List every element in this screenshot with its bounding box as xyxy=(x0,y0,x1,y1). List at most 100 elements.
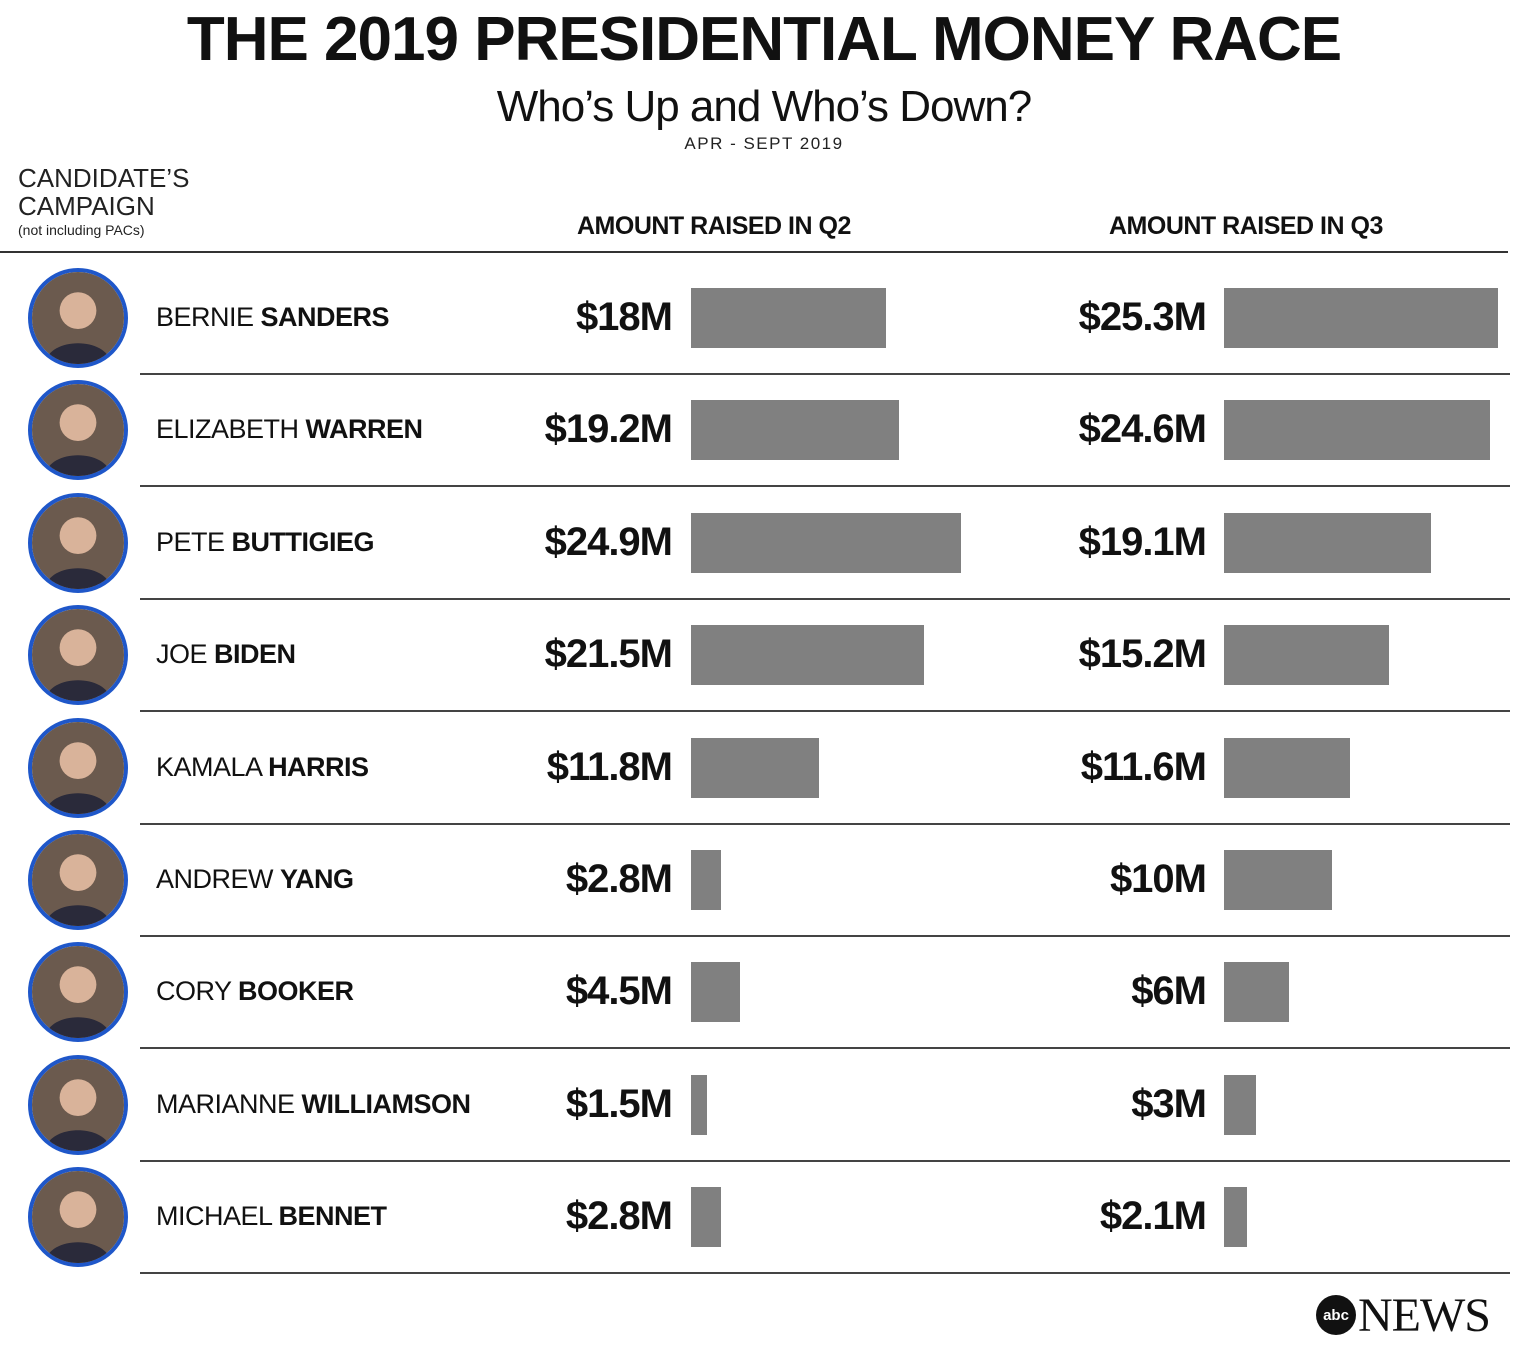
candidate-photo xyxy=(28,605,128,706)
candidate-first-name: BERNIE xyxy=(156,302,261,332)
candidate-name: ELIZABETH WARREN xyxy=(156,414,423,445)
candidate-row: MICHAEL BENNET $2.8M $2.1M xyxy=(0,1161,1528,1275)
candidate-header-line2: CAMPAIGN xyxy=(18,191,155,221)
row-divider xyxy=(140,597,1510,600)
candidate-header-note: (not including PACs) xyxy=(18,222,145,238)
q3-bar xyxy=(1224,1074,1257,1135)
row-divider xyxy=(140,935,1510,937)
candidate-first-name: MICHAEL xyxy=(156,1201,279,1232)
row-divider xyxy=(140,485,1510,488)
q2-value-label: $2.8M xyxy=(565,1194,673,1239)
candidate-first-name: ANDREW xyxy=(156,864,280,894)
q2-value-label: $1.5M xyxy=(565,1081,673,1126)
date-range: APR - SEPT 2019 xyxy=(684,134,844,153)
candidate-first-name: KAMALA xyxy=(156,751,269,782)
q2-value-label: $19.2M xyxy=(544,407,673,452)
candidate-last-name: BOOKER xyxy=(238,976,354,1007)
candidate-row: PETE BUTTIGIEG $24.9M $19.1M xyxy=(0,487,1528,600)
q3-value-label: $24.6M xyxy=(1078,407,1207,452)
q3-value-label: $2.1M xyxy=(1099,1194,1207,1239)
q2-bar xyxy=(691,1074,708,1135)
candidate-photo xyxy=(28,268,128,368)
candidate-row: BERNIE SANDERS $18M $25.3M xyxy=(0,262,1528,375)
portrait-icon xyxy=(32,384,124,477)
q2-bar xyxy=(691,512,961,573)
candidate-name: KAMALA HARRIS xyxy=(156,752,369,783)
candidate-photo xyxy=(28,942,128,1043)
candidate-last-name: WARREN xyxy=(305,414,424,445)
news-wordmark: NEWS xyxy=(1358,1288,1491,1342)
candidate-name: MICHAEL BENNET xyxy=(156,1201,387,1232)
candidate-first-name: MARIANNE xyxy=(156,1088,302,1119)
candidate-name: BERNIE SANDERS xyxy=(156,302,390,333)
q2-value-label: $24.9M xyxy=(544,519,673,564)
row-divider xyxy=(140,822,1510,825)
q3-bar xyxy=(1224,1187,1247,1248)
candidate-name: MARIANNE WILLIAMSON xyxy=(156,1089,471,1120)
q3-bar xyxy=(1224,512,1431,573)
portrait-icon xyxy=(32,946,124,1039)
candidate-column-header: CANDIDATE’S CAMPAIGN (not including PACs… xyxy=(18,164,189,240)
candidate-last-name: BUTTIGIEG xyxy=(231,526,375,557)
q3-value-label: $15.2M xyxy=(1078,632,1207,677)
candidate-first-name: CORY xyxy=(156,976,239,1007)
q3-bar xyxy=(1224,850,1333,910)
candidate-row: CORY BOOKER $4.5M $6M xyxy=(0,936,1528,1050)
chart-subtitle: Who’s Up and Who’s Down? xyxy=(496,82,1032,131)
candidate-last-name: SANDERS xyxy=(260,302,390,332)
row-divider xyxy=(140,1047,1510,1050)
candidate-last-name: YANG xyxy=(280,864,354,894)
candidate-photo xyxy=(28,830,128,930)
candidate-row: ANDREW YANG $2.8M $10M xyxy=(0,824,1528,937)
header-rule xyxy=(0,251,1508,253)
q3-column-header: AMOUNT RAISED IN Q3 xyxy=(1109,212,1383,240)
q2-bar xyxy=(691,850,722,910)
candidate-last-name: WILLIAMSON xyxy=(301,1088,471,1119)
q2-column-header: AMOUNT RAISED IN Q2 xyxy=(577,212,851,240)
candidate-header-line1: CANDIDATE’S xyxy=(18,163,190,193)
q2-value-label: $2.8M xyxy=(565,857,673,901)
q2-bar xyxy=(691,400,899,461)
portrait-icon xyxy=(32,1171,124,1264)
candidate-first-name: PETE xyxy=(156,526,232,557)
portrait-icon xyxy=(32,1058,124,1151)
q3-bar xyxy=(1224,288,1498,348)
q3-value-label: $11.6M xyxy=(1080,744,1207,789)
abc-news-logo: abc NEWS xyxy=(1316,1288,1491,1342)
candidate-photo xyxy=(28,492,128,593)
candidate-photo xyxy=(28,1054,128,1155)
candidate-last-name: HARRIS xyxy=(268,751,369,782)
q2-value-label: $21.5M xyxy=(544,632,673,677)
candidate-last-name: BENNET xyxy=(278,1201,388,1232)
candidate-name: PETE BUTTIGIEG xyxy=(156,526,375,558)
candidate-row: KAMALA HARRIS $11.8M $11.6M xyxy=(0,712,1528,825)
q3-bar xyxy=(1224,400,1491,461)
candidate-name: JOE BIDEN xyxy=(156,639,296,670)
row-divider xyxy=(140,1159,1510,1162)
q3-bar xyxy=(1224,962,1289,1023)
q2-bar xyxy=(691,288,886,348)
q2-value-label: $4.5M xyxy=(565,969,673,1014)
candidate-row: JOE BIDEN $21.5M $15.2M xyxy=(0,599,1528,713)
portrait-icon xyxy=(32,609,124,702)
q3-value-label: $6M xyxy=(1131,969,1207,1014)
portrait-icon xyxy=(32,721,124,814)
abc-badge: abc xyxy=(1316,1295,1356,1335)
row-divider xyxy=(140,1272,1510,1275)
q3-bar xyxy=(1224,737,1350,798)
candidate-name: CORY BOOKER xyxy=(156,976,354,1007)
row-divider xyxy=(140,710,1510,713)
q3-value-label: $25.3M xyxy=(1078,295,1207,339)
candidate-first-name: ELIZABETH xyxy=(156,414,306,445)
q3-value-label: $3M xyxy=(1131,1081,1207,1126)
candidate-photo xyxy=(28,717,128,818)
chart-title: THE 2019 PRESIDENTIAL MONEY RACE xyxy=(186,5,1342,74)
candidate-row: ELIZABETH WARREN $19.2M $24.6M xyxy=(0,374,1528,488)
row-divider xyxy=(140,373,1510,375)
candidate-photo xyxy=(28,380,128,481)
candidate-row: MARIANNE WILLIAMSON $1.5M $3M xyxy=(0,1049,1528,1162)
candidate-first-name: JOE xyxy=(156,639,215,670)
q2-value-label: $18M xyxy=(575,295,673,339)
portrait-icon xyxy=(32,834,124,926)
